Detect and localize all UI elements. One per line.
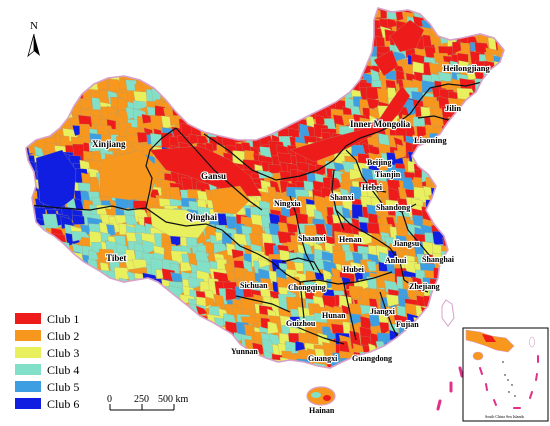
- legend-swatch-6: [15, 398, 41, 409]
- scale-bar: 0 250 500 km: [107, 394, 189, 411]
- label-hebei: Hebei: [362, 183, 383, 192]
- label-ningxia: Ningxia: [274, 199, 301, 208]
- province-borders: [29, 81, 483, 345]
- north-label: N: [30, 20, 38, 32]
- inset-caption: South China Sea Islands: [485, 414, 524, 419]
- label-henan: Henan: [339, 235, 362, 244]
- border-guangxi-guangdong: [285, 321, 345, 345]
- border-anhui: [377, 239, 405, 281]
- label-shanxi: Shanxi: [330, 193, 354, 202]
- inset-dashes: [479, 355, 539, 409]
- taiwan-island: [441, 299, 455, 327]
- label-jiangsu: Jiangsu: [393, 239, 420, 248]
- border-tibet-qinghai: [145, 207, 223, 231]
- label-hubei: Hubei: [343, 265, 365, 274]
- border-jiangxi-fujian: [379, 291, 399, 339]
- south-sea-dashes: [436, 366, 464, 411]
- hainan-patch: [311, 392, 321, 398]
- label-fujian: Fujian: [396, 320, 419, 329]
- legend-swatch-2: [15, 330, 41, 341]
- label-jiangxi: Jiangxi: [370, 307, 396, 316]
- label-guangxi: Guangxi: [308, 354, 338, 363]
- label-guizhou: Guizhou: [286, 319, 316, 328]
- border-hunan-jiangxi: [343, 283, 357, 341]
- border-hebei: [345, 149, 387, 193]
- border-hubei-south: [299, 271, 393, 285]
- legend-label-1: Club 1: [47, 312, 79, 326]
- border-shaanxi: [289, 195, 315, 271]
- legend-swatch-1: [15, 313, 41, 324]
- legend-label-4: Club 4: [47, 363, 79, 377]
- legend-swatch-4: [15, 364, 41, 375]
- scale-label-250: 250: [134, 394, 149, 405]
- north-arrow-icon: N: [27, 20, 40, 58]
- border-gansu-mongolia: [203, 133, 319, 181]
- inset-hainan: [472, 351, 484, 361]
- label-inner-mongolia: Inner Mongolia: [350, 119, 411, 129]
- label-tibet: Tibet: [106, 253, 126, 263]
- label-beijing: Beijing: [367, 158, 391, 167]
- province-labels: Xinjiang Tibet Qinghai Gansu Inner Mongo…: [91, 62, 492, 416]
- label-guangdong: Guangdong: [352, 354, 392, 363]
- label-liaoning: Liaoning: [414, 135, 447, 145]
- scale-label-0: 0: [107, 394, 112, 405]
- south-china-sea-inset: South China Sea Islands: [462, 327, 549, 422]
- label-shaanxi: Shaanxi: [298, 234, 326, 243]
- legend-swatch-5: [15, 381, 41, 392]
- border-xinjiang-tibet: [29, 204, 147, 211]
- legend-swatch-3: [15, 347, 41, 358]
- legend: Club 1 Club 2 Club 3 Club 4 Club 5 Club 6: [15, 312, 79, 411]
- label-heilongjiang: Heilongjiang: [443, 63, 491, 73]
- border-sichuan-east: [221, 229, 301, 283]
- label-qinghai: Qinghai: [186, 212, 218, 222]
- label-zhejiang: Zhejiang: [409, 282, 440, 291]
- label-hunan: Hunan: [322, 311, 346, 320]
- label-chongqing: Chongqing: [288, 283, 326, 292]
- legend-label-3: Club 3: [47, 346, 79, 360]
- label-tianjin: Tianjin: [375, 170, 401, 179]
- inset-coast-red: [482, 334, 496, 342]
- border-yunnan-guizhou: [235, 295, 291, 313]
- border-mongolia-east: [317, 87, 431, 171]
- legend-label-5: Club 5: [47, 380, 79, 394]
- label-gansu: Gansu: [201, 171, 226, 181]
- label-sichuan: Sichuan: [240, 281, 268, 290]
- label-yunnan: Yunnan: [231, 347, 258, 356]
- border-shandong: [371, 189, 417, 213]
- label-hainan: Hainan: [309, 406, 335, 415]
- legend-label-6: Club 6: [47, 397, 79, 411]
- label-anhui: Anhui: [385, 256, 407, 265]
- label-jilin: Jilin: [445, 103, 461, 113]
- border-qinghai-gansu: [175, 127, 263, 211]
- border-chongqing: [281, 257, 323, 277]
- scale-label-500: 500 km: [158, 394, 189, 405]
- inset-taiwan: [529, 336, 535, 348]
- border-heilongjiang-jilin: [429, 81, 483, 89]
- inset-islands: [502, 361, 516, 397]
- border-guizhou-hunan: [299, 281, 305, 319]
- label-shandong: Shandong: [376, 203, 410, 212]
- border-henan: [335, 209, 379, 241]
- label-xinjiang: Xinjiang: [92, 139, 126, 149]
- label-shanghai: Shanghai: [422, 255, 455, 264]
- border-zhejiang: [403, 279, 429, 293]
- border-jiangsu: [401, 211, 431, 257]
- hainan-island: [306, 386, 336, 406]
- border-shanxi: [331, 169, 345, 231]
- hainan-patch-2: [323, 395, 331, 401]
- legend-label-2: Club 2: [47, 329, 79, 343]
- border-xinjiang-qinghai: [145, 127, 177, 209]
